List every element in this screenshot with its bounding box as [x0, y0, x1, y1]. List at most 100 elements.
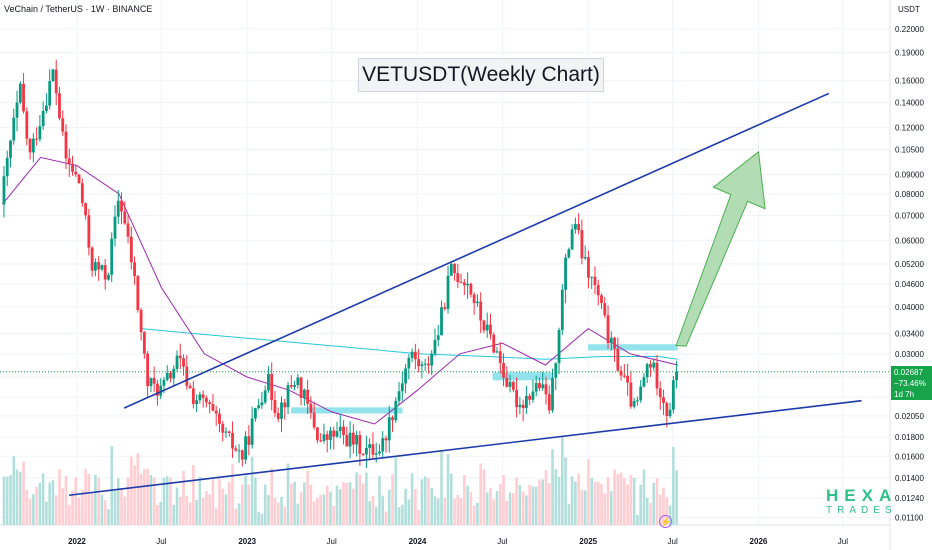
candle [61, 110, 65, 136]
volume-bar [273, 497, 277, 525]
candle [342, 420, 345, 445]
candle-body [489, 324, 492, 335]
candle [446, 265, 450, 314]
y-tick-label: 0.19000 [895, 49, 924, 58]
candle [299, 376, 303, 406]
volume-bar [557, 476, 561, 525]
volume-bar [636, 514, 639, 525]
y-tick-label: 0.12000 [895, 124, 924, 133]
volume-bar [283, 506, 287, 525]
candle-body [482, 320, 486, 331]
volume-bar [355, 472, 358, 525]
symbol-header[interactable]: VeChain / TetherUS · 1W · BINANCE [4, 4, 153, 14]
volume-bar [211, 479, 215, 525]
volume-bar [201, 497, 205, 525]
volume-bar [469, 492, 473, 525]
candle [276, 407, 280, 422]
volume-bar [18, 472, 22, 525]
candle-body [299, 377, 303, 398]
volume-bar [159, 501, 162, 525]
candle-body [51, 69, 55, 82]
volume-bar [420, 479, 424, 525]
candle-body [325, 434, 329, 440]
candle [423, 358, 427, 371]
candle-body [54, 69, 58, 94]
candle-body [289, 385, 293, 387]
candle [201, 390, 205, 408]
candle-body [100, 265, 104, 270]
candle [655, 354, 659, 396]
volume-bar [126, 477, 130, 525]
y-tick-label: 0.06000 [895, 237, 924, 246]
candle-body [492, 334, 496, 353]
candle [58, 86, 61, 121]
candle-body [335, 431, 339, 437]
volume-bar [182, 470, 185, 525]
volume-bar [123, 496, 127, 525]
candle [645, 362, 649, 384]
volume-bar [387, 489, 391, 525]
candle [165, 365, 169, 382]
y-tick-label: 0.08000 [895, 190, 924, 199]
candle [257, 398, 261, 410]
candle-body [433, 339, 437, 354]
candle-body [593, 276, 597, 286]
candle-body [476, 301, 479, 304]
y-tick-label: 0.03400 [895, 329, 924, 338]
volume-bar [574, 481, 577, 525]
candle-body [358, 434, 362, 454]
volume-bar [221, 488, 225, 525]
candle [250, 406, 254, 449]
candle-body [675, 371, 678, 381]
candle-body [449, 263, 453, 276]
volume-bar [260, 513, 264, 525]
x-tick-label: 2023 [238, 537, 256, 546]
candle [312, 401, 316, 430]
lightning-icon[interactable]: ⚡ [659, 515, 672, 528]
candle [110, 232, 114, 283]
volume-bar [107, 509, 110, 525]
candle-body [410, 351, 414, 358]
candle [218, 408, 221, 433]
candle [515, 377, 519, 418]
candle [244, 431, 247, 464]
volume-bar [38, 482, 42, 525]
candle-body [590, 276, 594, 278]
volume-bar [237, 503, 241, 525]
volume-bar [534, 486, 538, 525]
volume-bar [198, 476, 202, 525]
candle [622, 364, 626, 379]
candle-body [61, 118, 65, 132]
candle [107, 272, 110, 281]
candle-body [129, 236, 133, 263]
volume-bar [668, 505, 672, 525]
volume-bar [48, 482, 51, 525]
candle [580, 219, 584, 265]
y-tick-label: 0.09000 [895, 171, 924, 180]
candle [45, 93, 48, 114]
candle-body [175, 355, 179, 369]
volume-bar [453, 498, 456, 525]
volume-bar [224, 494, 228, 525]
candle-body [505, 377, 509, 387]
candle-body [567, 249, 571, 258]
candle [253, 407, 257, 422]
volume-bar [290, 483, 293, 525]
candle [593, 266, 597, 295]
candle [384, 435, 388, 453]
volume-bar [652, 482, 656, 525]
candle-body [613, 337, 616, 349]
candle-body [658, 388, 662, 398]
candle [671, 375, 675, 414]
candle [351, 424, 355, 454]
volume-bar [430, 488, 434, 525]
volume-bar [192, 465, 195, 525]
y-tick-label: 0.07000 [895, 212, 924, 221]
candle-body [205, 397, 208, 403]
candle-body [120, 200, 123, 212]
candle-body [544, 384, 548, 395]
candle [430, 350, 434, 376]
candle [485, 312, 489, 338]
candle-body [508, 381, 512, 387]
volume-bar [394, 457, 398, 525]
